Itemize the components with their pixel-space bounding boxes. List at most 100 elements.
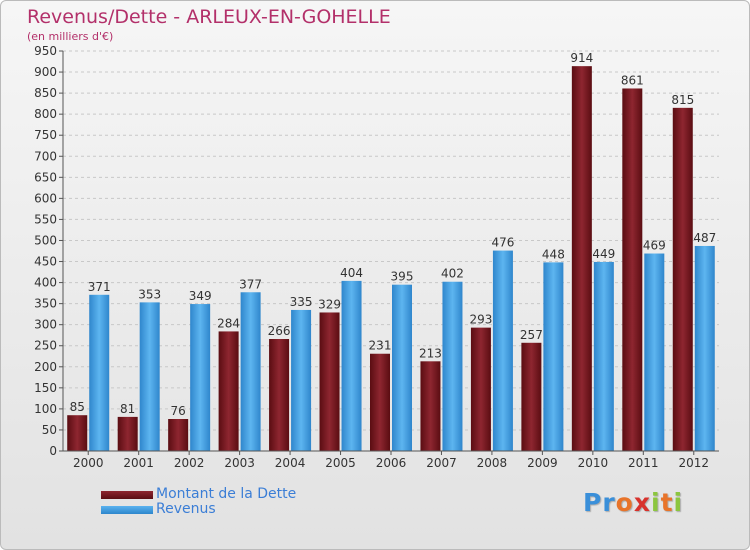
- bar-revenue: [190, 304, 211, 451]
- bar-debt: [622, 88, 643, 451]
- y-tick-label: 150: [34, 381, 57, 395]
- data-label-debt: 81: [120, 402, 135, 416]
- y-tick-label: 900: [34, 65, 57, 79]
- y-tick-label: 400: [34, 276, 57, 290]
- data-label-debt: 329: [318, 297, 341, 311]
- data-label-debt: 257: [520, 328, 543, 342]
- x-tick-label: 2003: [224, 456, 255, 470]
- bar-revenue: [593, 261, 614, 451]
- proxiti-logo: Proxiti: [583, 488, 683, 517]
- legend-swatch-revenue: [101, 506, 153, 514]
- logo-letter: t: [660, 488, 674, 517]
- bar-debt: [420, 361, 441, 451]
- bar-revenue: [89, 294, 110, 451]
- y-tick-label: 200: [34, 360, 57, 374]
- y-tick-label: 750: [34, 128, 57, 142]
- data-label-revenue: 448: [542, 247, 565, 261]
- legend-label-debt: Montant de la Dette: [156, 486, 297, 502]
- x-tick-label: 2010: [578, 456, 609, 470]
- bar-debt: [571, 66, 592, 451]
- data-label-revenue: 335: [290, 295, 313, 309]
- data-label-revenue: 377: [239, 277, 262, 291]
- x-tick-label: 2005: [325, 456, 356, 470]
- bar-debt: [521, 342, 542, 451]
- logo-letter: i: [673, 488, 684, 517]
- data-label-revenue: 449: [592, 247, 615, 261]
- data-label-debt: 213: [419, 346, 442, 360]
- y-tick-label: 550: [34, 212, 57, 226]
- y-tick-label: 250: [34, 339, 57, 353]
- bar-revenue: [644, 253, 665, 451]
- x-tick-label: 2012: [678, 456, 709, 470]
- data-label-debt: 293: [469, 313, 492, 327]
- bar-debt: [672, 107, 693, 451]
- y-tick-label: 450: [34, 255, 57, 269]
- bar-revenue: [694, 245, 715, 451]
- bar-debt: [117, 416, 138, 451]
- y-tick-label: 950: [34, 44, 57, 58]
- bar-revenue: [543, 262, 564, 451]
- x-tick-label: 2004: [275, 456, 306, 470]
- bar-revenue: [442, 281, 463, 451]
- bar-debt: [67, 415, 88, 451]
- data-label-debt: 231: [369, 339, 392, 353]
- bar-debt: [319, 312, 340, 451]
- data-label-revenue: 402: [441, 267, 464, 281]
- bar-debt: [168, 419, 189, 451]
- x-tick-label: 2006: [376, 456, 407, 470]
- y-tick-label: 50: [42, 423, 57, 437]
- data-label-revenue: 371: [88, 280, 111, 294]
- data-label-revenue: 353: [138, 287, 161, 301]
- logo-letter: x: [633, 488, 651, 517]
- x-tick-label: 2002: [174, 456, 205, 470]
- legend-swatch-debt: [101, 491, 153, 499]
- bar-debt: [470, 327, 491, 451]
- bar-revenue: [291, 309, 312, 451]
- bar-revenue: [492, 250, 513, 451]
- data-label-debt: 815: [671, 93, 694, 107]
- x-tick-label: 2007: [426, 456, 457, 470]
- y-tick-label: 0: [49, 444, 57, 458]
- y-tick-label: 600: [34, 191, 57, 205]
- data-label-revenue: 476: [491, 236, 514, 250]
- y-tick-label: 500: [34, 233, 57, 247]
- x-tick-label: 2008: [477, 456, 508, 470]
- data-label-debt: 76: [171, 404, 186, 418]
- bar-revenue: [240, 292, 261, 451]
- logo-letter: i: [651, 488, 661, 517]
- x-tick-label: 2001: [123, 456, 154, 470]
- bar-debt: [218, 331, 239, 451]
- logo-letter: r: [602, 488, 616, 517]
- y-tick-label: 850: [34, 86, 57, 100]
- bar-revenue: [341, 280, 362, 451]
- y-tick-label: 350: [34, 297, 57, 311]
- x-tick-label: 2000: [73, 456, 104, 470]
- data-label-debt: 266: [268, 324, 291, 338]
- bar-revenue: [139, 302, 160, 451]
- y-tick-label: 650: [34, 170, 57, 184]
- data-label-debt: 85: [70, 400, 85, 414]
- data-label-debt: 914: [570, 51, 593, 65]
- x-tick-label: 2011: [628, 456, 659, 470]
- chart-subtitle: (en milliers d'€): [27, 30, 114, 43]
- logo-letter: P: [583, 488, 603, 517]
- y-tick-label: 300: [34, 318, 57, 332]
- chart-title: Revenus/Dette - ARLEUX-EN-GOHELLE: [27, 6, 391, 28]
- data-label-revenue: 487: [693, 231, 716, 245]
- y-tick-label: 700: [34, 149, 57, 163]
- logo-letter: o: [615, 488, 634, 517]
- data-label-debt: 284: [217, 316, 240, 330]
- y-tick-label: 100: [34, 402, 57, 416]
- data-label-revenue: 395: [391, 270, 414, 284]
- data-label-debt: 861: [621, 73, 644, 87]
- legend-label-revenue: Revenus: [156, 501, 216, 517]
- bar-debt: [269, 339, 290, 451]
- data-label-revenue: 469: [643, 239, 666, 253]
- bar-revenue: [392, 284, 412, 451]
- data-label-revenue: 349: [189, 289, 212, 303]
- data-label-revenue: 404: [340, 266, 363, 280]
- x-tick-label: 2009: [527, 456, 558, 470]
- y-tick-label: 800: [34, 107, 57, 121]
